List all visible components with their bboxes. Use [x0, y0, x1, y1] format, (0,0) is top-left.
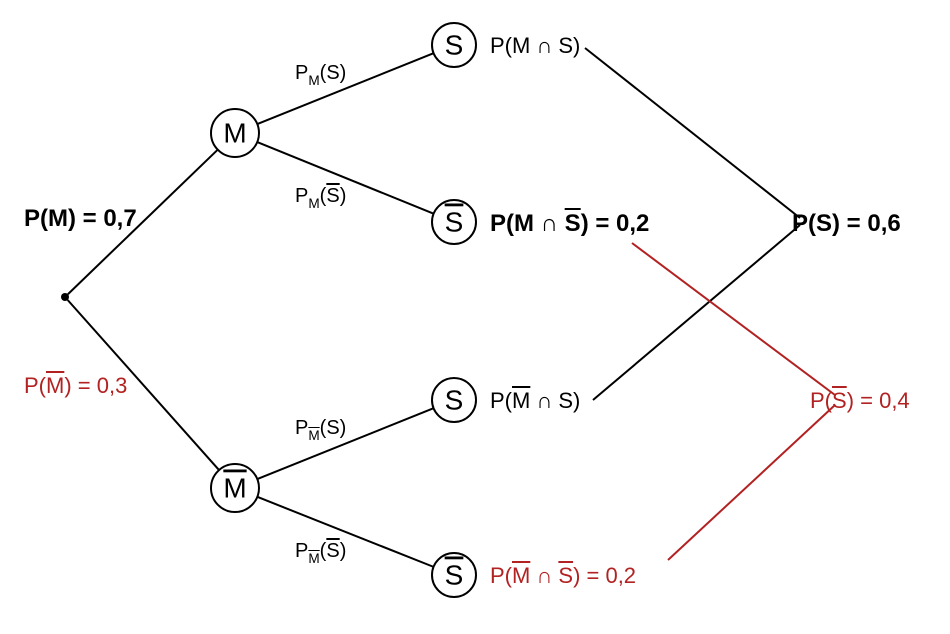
label-r3: P(M ∩ S)	[490, 388, 580, 414]
convergence-edge	[632, 243, 835, 395]
label-pmbar: P(M) = 0,3	[24, 373, 127, 399]
node-label-S1bar: S	[445, 207, 464, 238]
label-pmbar-s: PM(S)	[295, 417, 346, 442]
label-r2: P(M ∩ S) = 0,2	[490, 210, 649, 238]
node-label-S2bar: S	[445, 560, 464, 591]
label-pmbar-sbar: PM(S)	[295, 540, 346, 565]
node-label-Mbar: M	[223, 473, 246, 504]
label-r4: P(M ∩ S) = 0,2	[490, 563, 636, 589]
root-node	[61, 293, 69, 301]
convergence-edge	[668, 405, 835, 560]
label-psbar: P(S) = 0,4	[810, 388, 910, 414]
label-pm-sbar: PM(S)	[295, 185, 346, 210]
convergence-edge	[593, 225, 800, 400]
convergence-edge	[585, 48, 800, 218]
diagram-svg: M M S S S S	[0, 0, 950, 634]
label-pm: P(M) = 0,7	[24, 205, 137, 233]
node-label-M: M	[223, 118, 246, 149]
label-ps: P(S) = 0,6	[792, 210, 901, 238]
node-label-S2: S	[445, 385, 464, 416]
node-label-S1: S	[445, 30, 464, 61]
label-r1: P(M ∩ S)	[490, 33, 580, 59]
label-pm-s: PM(S)	[295, 62, 346, 87]
